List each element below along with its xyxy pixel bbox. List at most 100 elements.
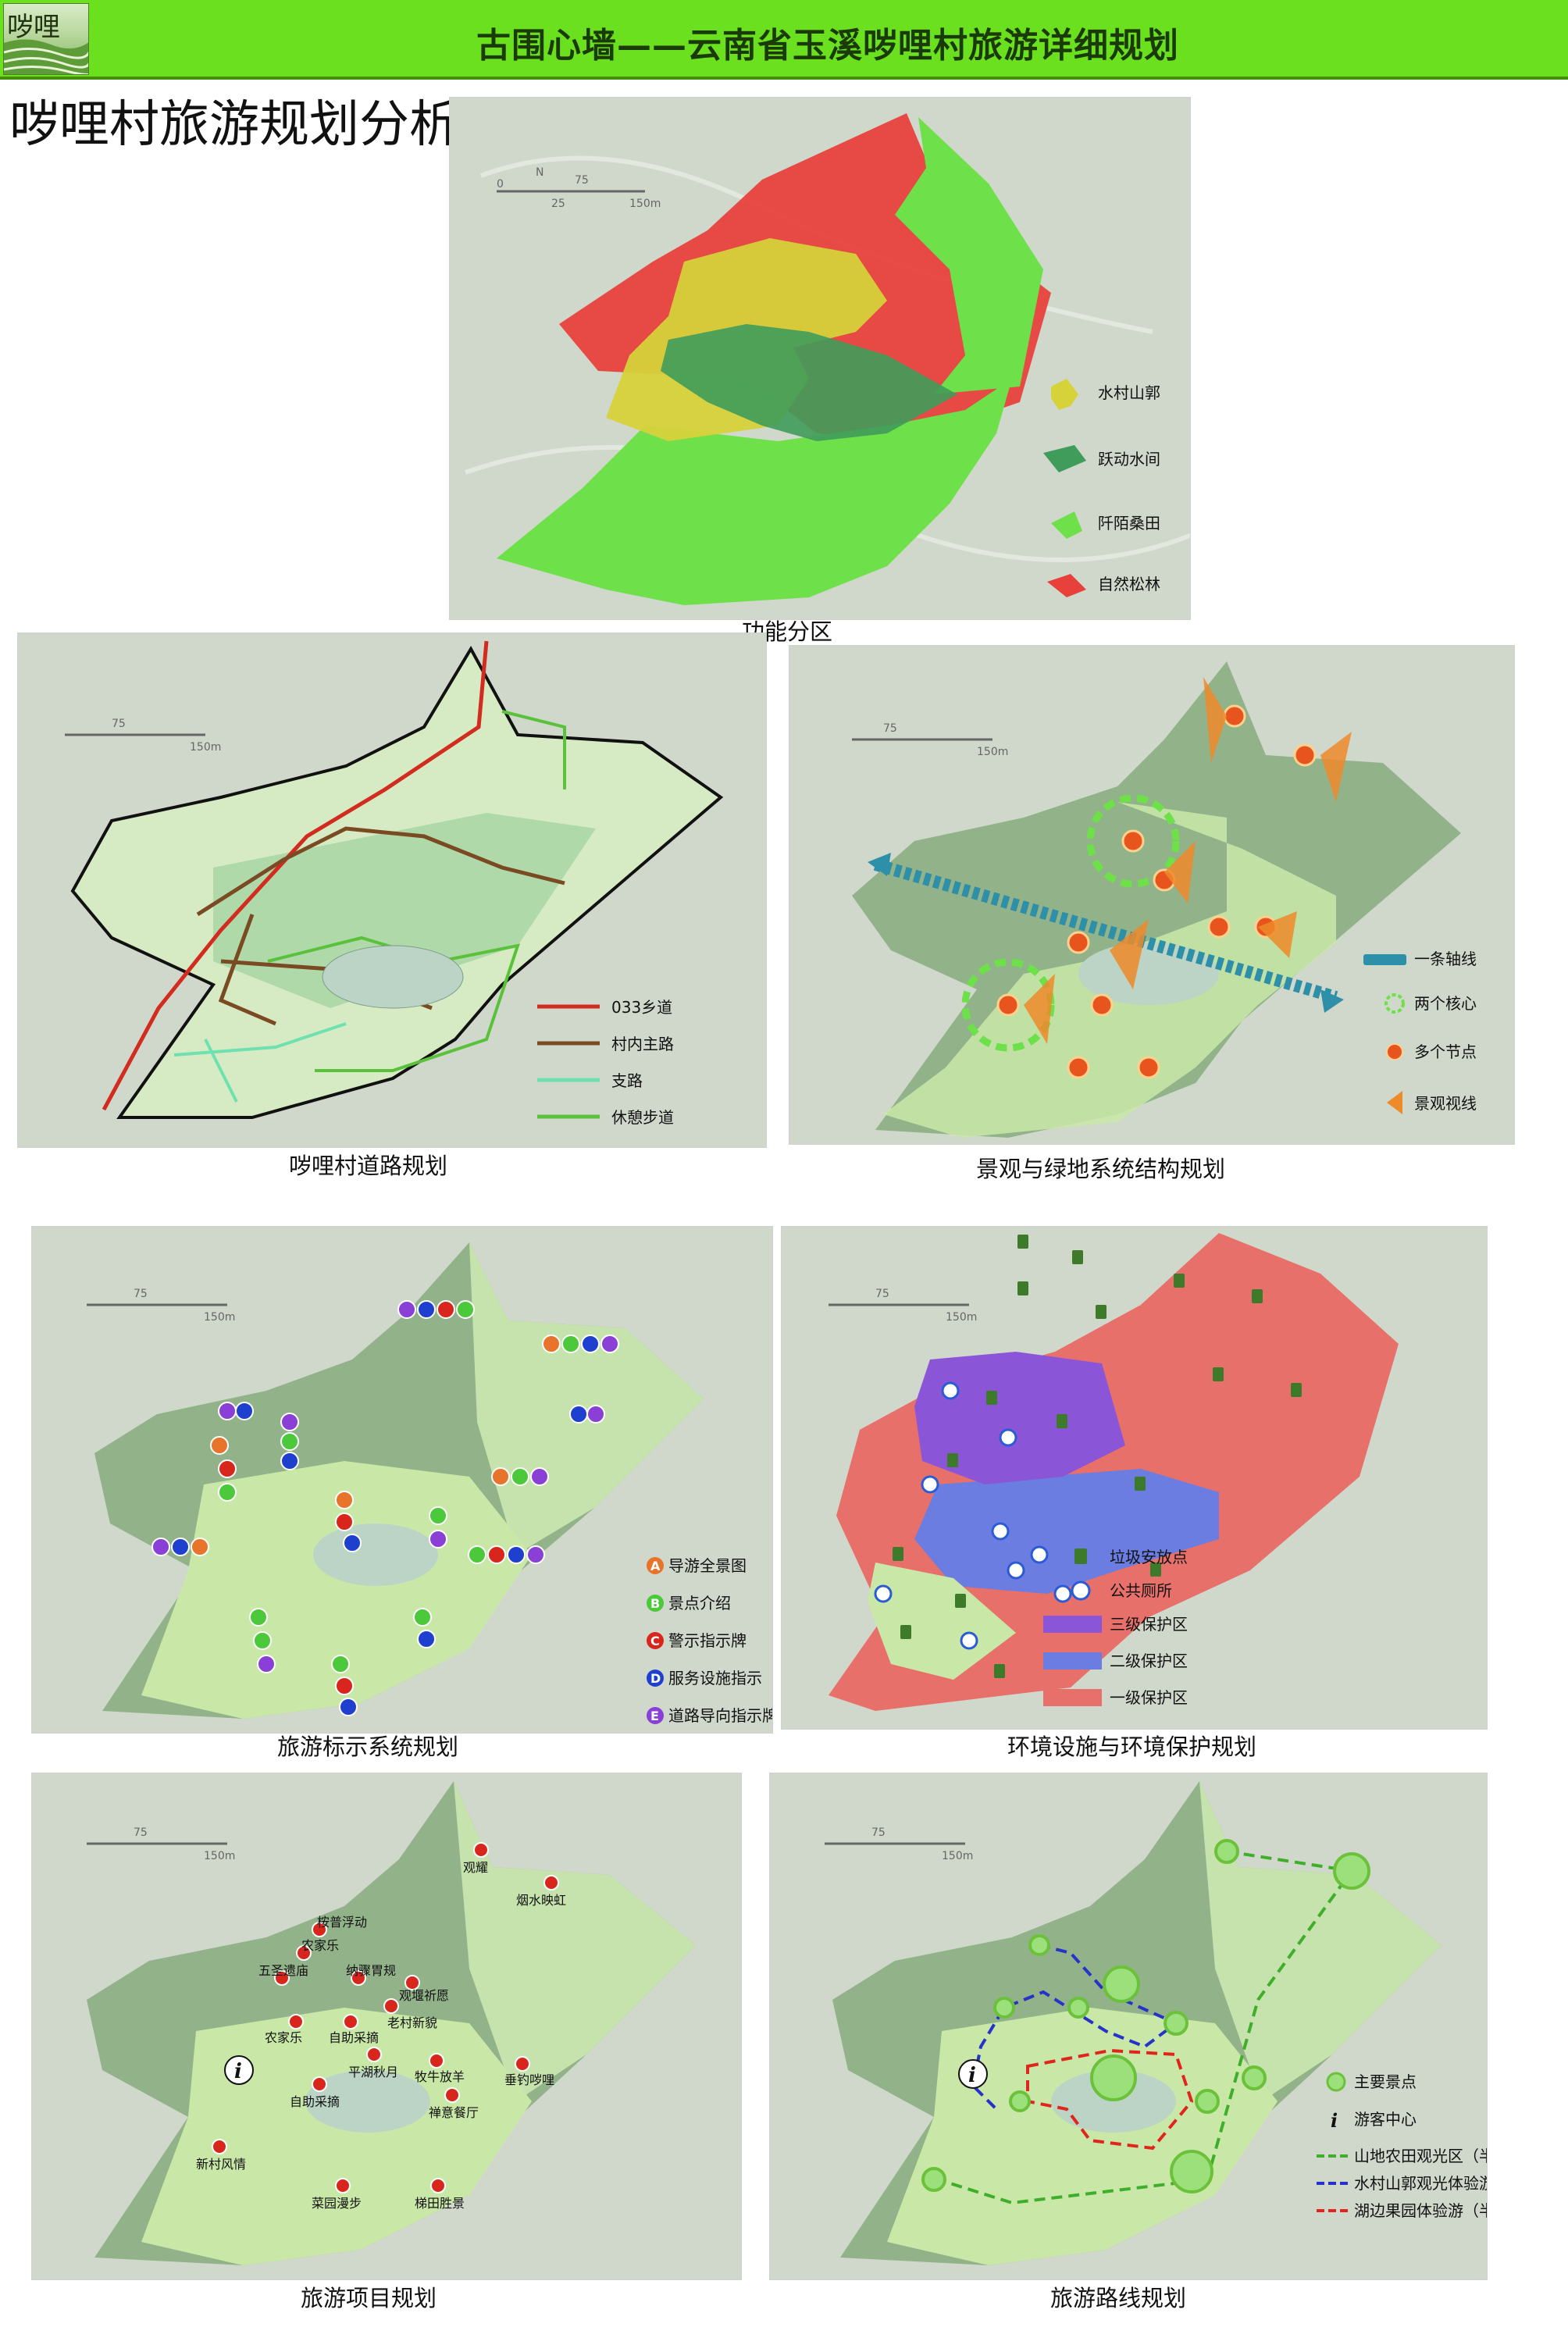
scale-tick-150: 150m [204,1850,235,1862]
road-033 [102,640,489,1111]
sign-c-icon [647,1632,664,1649]
tourism-route-drawing: 75 150m i 主要景点 [770,1773,1488,2279]
legend-label-1: 主要景点 [1354,2072,1417,2091]
project-label-12: 牧牛放羊 [415,2069,465,2084]
protection-zone-2 [914,1469,1219,1594]
tourism-project-map: 75 150m i 观耀 烟水映虹 桉普浮动 [31,1773,742,2280]
zone-2-swatch [1043,1652,1102,1670]
sightlines [1024,677,1352,1044]
project-label-4: 农家乐 [301,1938,339,1953]
header-banner: 哕哩 古围心墙——云南省玉溪哕哩村旅游详细规划 [0,0,1568,80]
axis-icon [1363,954,1406,965]
north-label: N [536,166,543,179]
scale-tick-75: 75 [883,722,897,735]
legend-label-2: 村内主路 [611,1035,674,1053]
scale-tick-75: 75 [875,1288,889,1300]
landscape-structure-map: 75 150m [789,645,1515,1145]
legend-label-2: 跃动水间 [1098,450,1160,469]
signage-legend: A 导游全景图 B 景点介绍 C 警示指示牌 D 服务设施指示 E 道路导向指示… [647,1556,773,1725]
village-hill-legend-icon [1051,379,1078,410]
visitor-info-icon: i [958,2059,988,2089]
project-label-15: 禅意餐厅 [429,2105,479,2120]
legend-label-e: 道路导向指示牌 [668,1706,773,1725]
function-zone-drawing: N 0 25 75 150m 水村山郭 跃动水间 阡陌桑田 自然松林 [450,98,1190,619]
legend-label-3: 三级保护区 [1110,1615,1188,1634]
main-spot-icon [1326,2072,1346,2092]
tourism-route-map: 75 150m i 主要景点 [769,1773,1488,2280]
legend-label-4: 水村山郭观光体验游（一日游） [1354,2174,1488,2193]
project-label-16: 新村风情 [196,2157,246,2172]
legend-label-3: 阡陌桑田 [1098,514,1160,533]
legend-letter-e: E [650,1709,659,1723]
environment-protection-map: 75 150m 垃圾安放点 [781,1226,1488,1730]
legend-label-2: 游客中心 [1354,2110,1417,2129]
route-lakeside [1026,2048,1194,2151]
info-letter: i [234,2060,242,2083]
legend-label-4: 自然松林 [1098,575,1160,593]
project-label-1: 观耀 [463,1860,488,1875]
protection-zone-3 [914,1352,1125,1484]
zone-1-swatch [1043,1689,1102,1706]
tourism-project-drawing: 75 150m i 观耀 烟水映虹 桉普浮动 [32,1773,741,2279]
main-spots [921,1839,1370,2193]
sightline-icon [1387,1091,1402,1114]
legend-label-d: 服务设施指示 [668,1669,762,1687]
legend-label-1: 水村山郭 [1098,383,1160,402]
scale-bar: 75 150m [825,1826,973,1862]
pine-forest-legend-icon [1047,574,1086,597]
caption-landscape: 景观与绿地系统结构规划 [976,1156,1226,1182]
field-legend-icon [1051,511,1082,539]
legend-label-4: 二级保护区 [1110,1652,1188,1670]
visitor-info-icon: i [224,2055,254,2085]
legend-label-a: 导游全景图 [668,1556,747,1575]
scale-tick-150: 150m [946,1311,977,1324]
legend-label-5: 湖边果园体验游（半日游） [1354,2201,1488,2220]
legend-label-b: 景点介绍 [668,1594,731,1613]
legend-label-3: 支路 [611,1071,643,1090]
caption-routes: 旅游路线规划 [1050,2285,1187,2311]
project-label-13: 垂钓哕哩 [504,2072,554,2087]
caption-environment: 环境设施与环境保护规划 [1007,1734,1257,1760]
legend-label-3: 多个节点 [1414,1042,1477,1061]
scale-tick-75: 75 [871,1826,886,1839]
node-icon [1386,1043,1403,1060]
scale-tick-25: 25 [551,198,565,210]
sign-e-icon [647,1707,664,1724]
project-label-9: 农家乐 [265,2030,302,2045]
legend-letter-c: C [650,1634,660,1648]
project-label-14: 自助采摘 [290,2094,340,2109]
scale-tick-150: 150m [942,1850,973,1862]
landscape-structure-drawing: 75 150m [789,646,1514,1144]
road-branch [173,1022,347,1103]
legend-label-3: 山地农田观光区（半日游） [1354,2147,1488,2165]
core-ring-north [1086,794,1180,888]
function-zone-map: N 0 25 75 150m 水村山郭 跃动水间 阡陌桑田 自然松林 [449,97,1191,620]
sign-b-icon [647,1595,664,1612]
scale-bar: 75 150m [87,1288,235,1324]
legend-label-1: 033乡道 [611,998,672,1017]
scale-bar: 75 150m [829,1288,977,1324]
project-label-6: 纳骤胃规 [346,1963,396,1978]
road-plan-drawing: 75 150m 033乡道 村内主路 支路 休憩步道 [18,633,766,1147]
caption-signage: 旅游标示系统规划 [277,1734,459,1760]
scale-tick-150: 150m [190,741,221,754]
legend-label-1: 一条轴线 [1414,950,1477,968]
sign-markers [151,1300,619,1716]
project-markers [212,1842,559,2193]
trash-bins [893,1235,1302,1678]
environment-legend: 垃圾安放点 公共厕所 三级保护区 二级保护区 一级保护区 [1043,1548,1188,1707]
legend-letter-d: D [650,1671,661,1686]
landscape-legend: 一条轴线 两个核心 多个节点 景观视线 [1363,950,1477,1114]
scale-tick-150: 150m [204,1311,235,1324]
logo-text: 哕哩 [7,12,60,43]
signage-system-map: 75 150m [31,1226,773,1734]
road-footpath [267,710,566,1072]
scale-tick-75: 75 [112,718,126,730]
project-label-17: 菜园漫步 [312,2196,362,2211]
core-ring-icon [1384,993,1405,1014]
legend-label-4: 景观视线 [1414,1094,1477,1113]
sign-d-icon [647,1670,664,1687]
scale-bar: N 0 25 75 150m [497,166,661,210]
route-village [971,1944,1179,2111]
